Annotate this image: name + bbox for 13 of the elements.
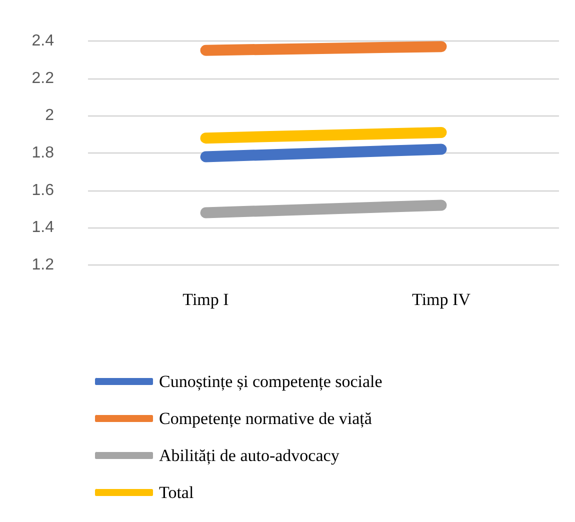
y-tick-label: 2 [45,107,54,124]
legend-label: Total [159,483,194,502]
legend-label: Competențe normative de viață [159,409,372,428]
y-tick-label: 1.6 [32,182,54,199]
y-tick-label: 1.2 [32,256,54,274]
y-tick-label: 2.2 [32,70,54,87]
y-tick-label: 1.8 [32,144,54,162]
legend-label: Cunoștințe și competențe sociale [159,372,382,391]
x-tick-label: Timp I [182,290,230,309]
y-tick-label: 2.4 [32,32,54,50]
legend-label: Abilități de auto-advocacy [159,446,340,465]
y-tick-label: 1.4 [32,219,54,236]
x-tick-label: Timp IV [412,290,472,309]
